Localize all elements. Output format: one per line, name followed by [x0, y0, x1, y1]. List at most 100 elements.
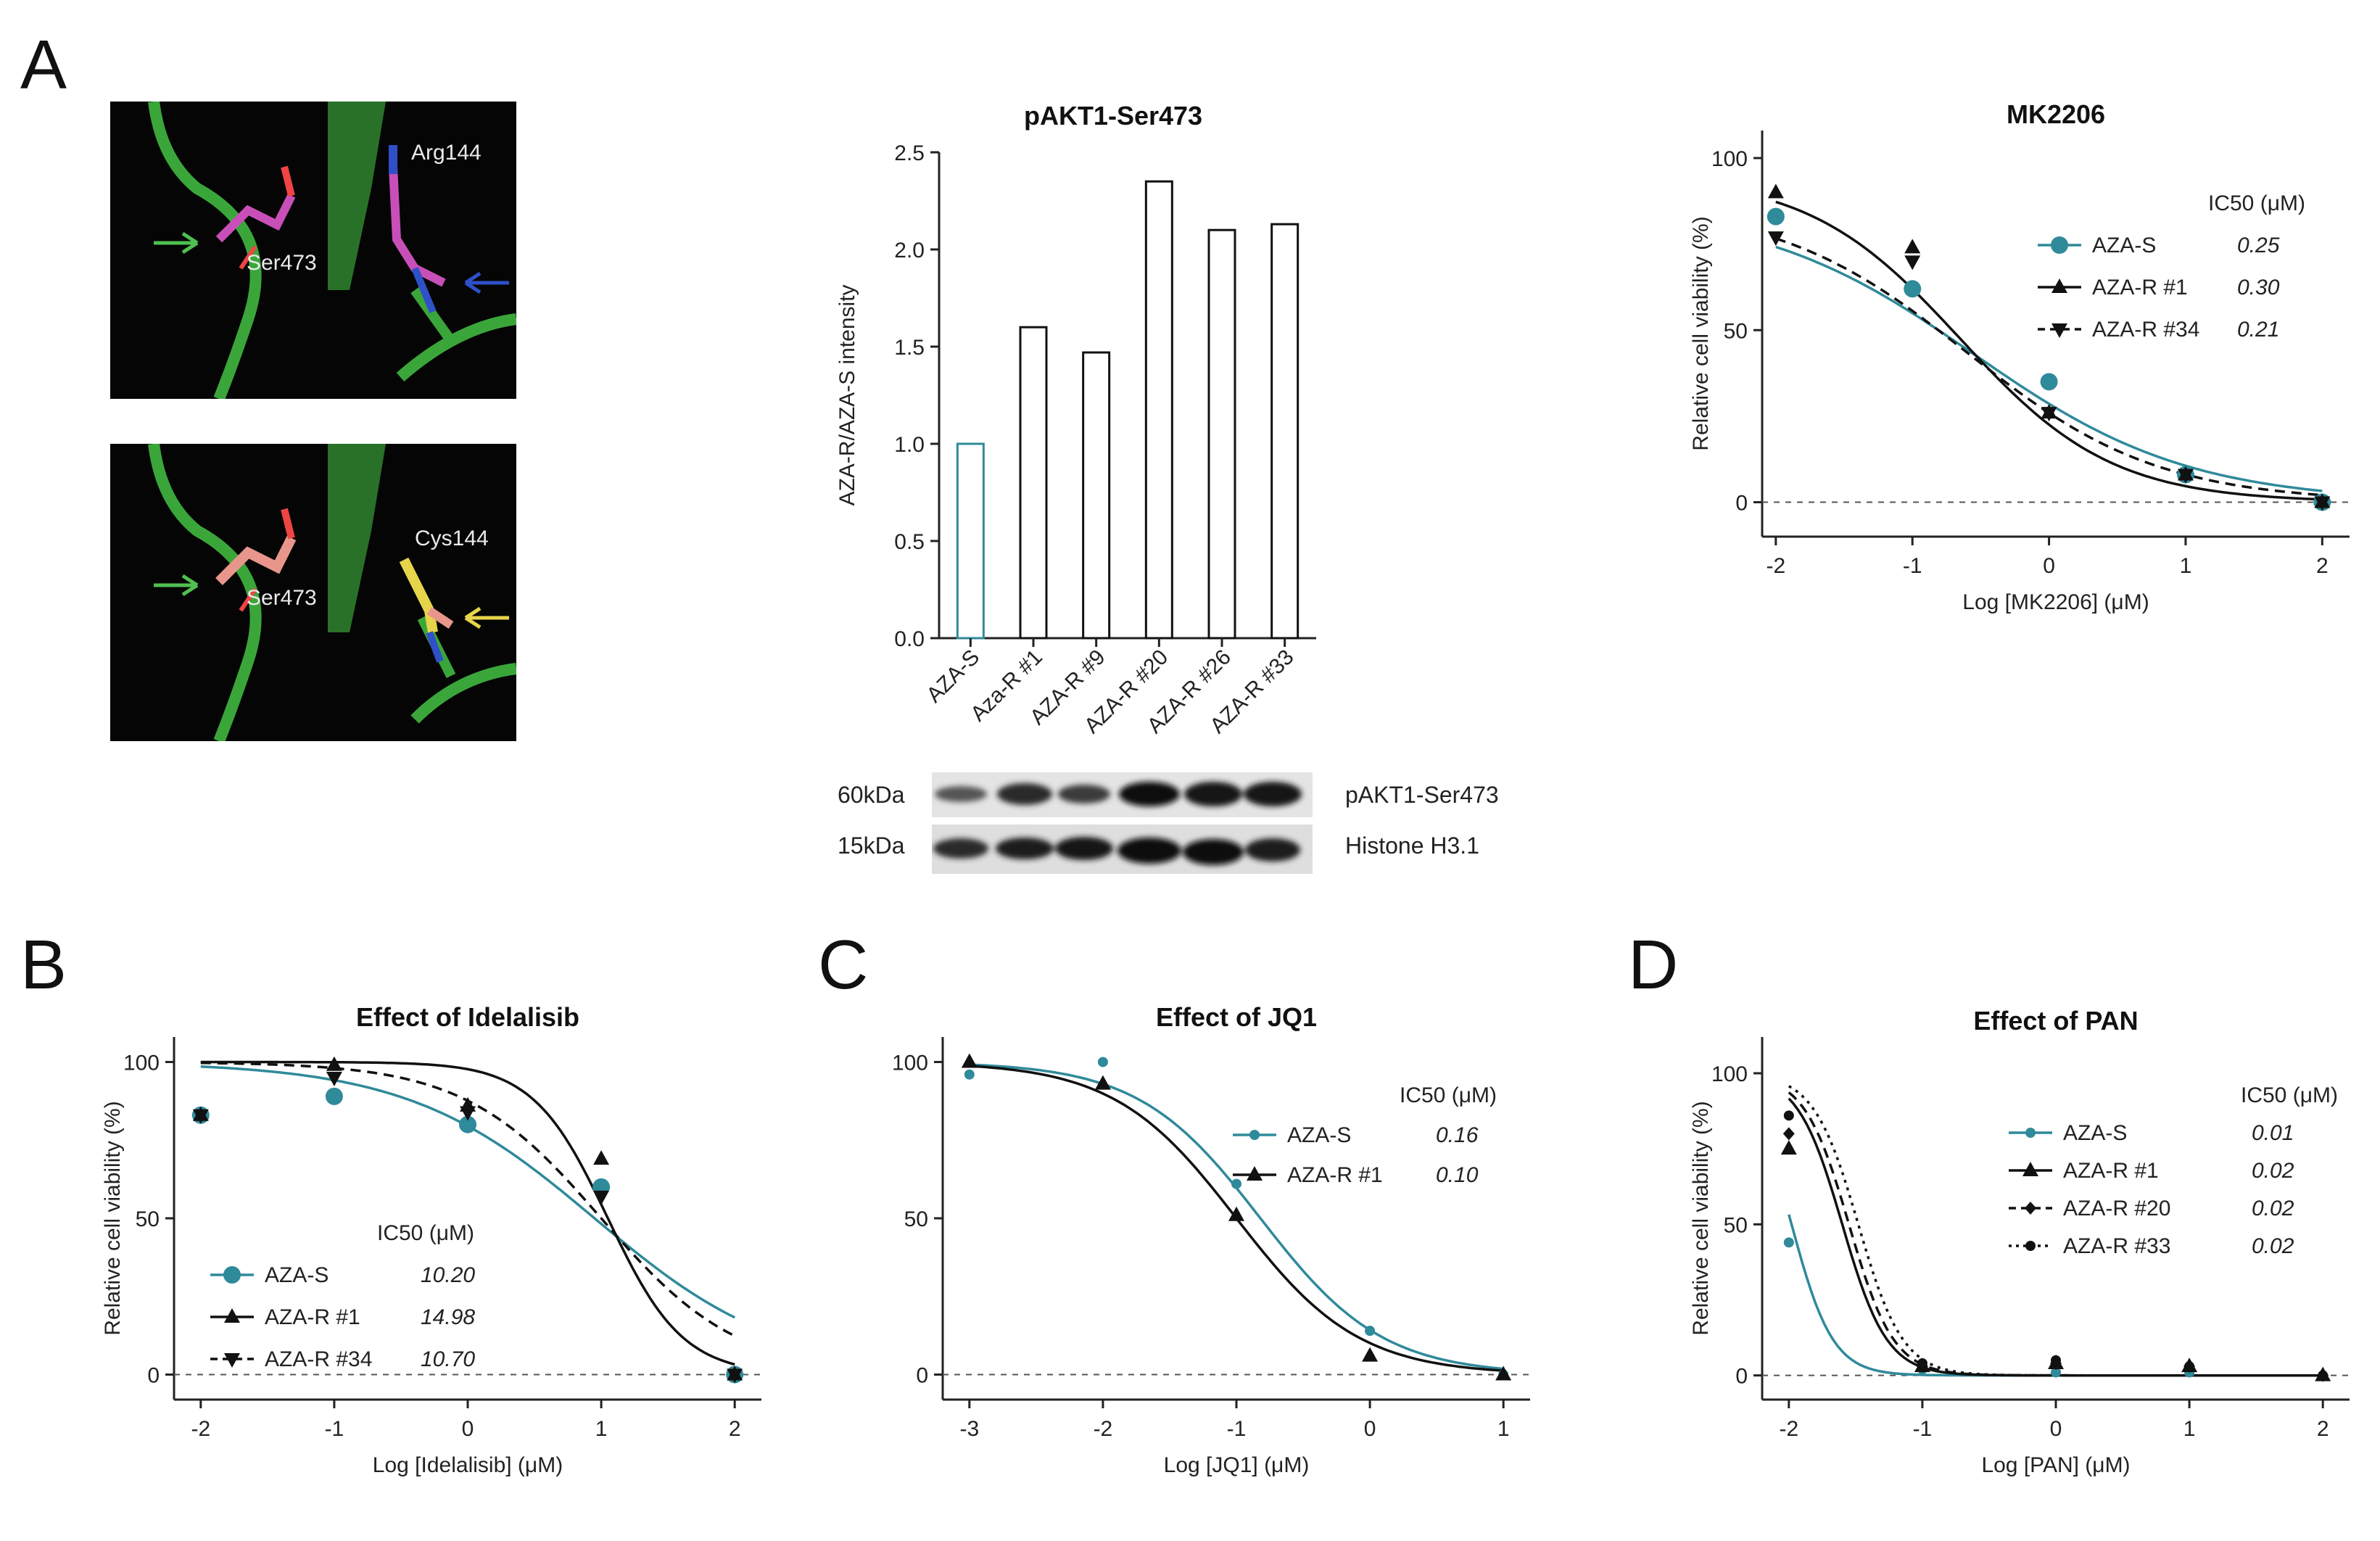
data-point-aza-r-34	[727, 1368, 743, 1384]
legend-marker-aza-s	[1249, 1130, 1260, 1140]
panel-letter-b: B	[20, 926, 67, 1004]
legend-label-aza-s: AZA-S	[1287, 1123, 1351, 1147]
legend-header: IC50 (μM)	[1400, 1083, 1497, 1107]
legend-marker-aza-r-1	[2051, 278, 2067, 293]
x-tick-label-aza-s: AZA-S	[922, 645, 984, 708]
bar-aza-s	[956, 442, 985, 640]
legend-ic50-aza-r-1: 0.10	[1436, 1163, 1479, 1187]
x-tick-label: -2	[1094, 1417, 1113, 1441]
data-point-aza-s	[1097, 1057, 1108, 1067]
legend-marker-aza-r-33	[2025, 1241, 2036, 1251]
data-point-aza-r-34	[2314, 496, 2331, 511]
data-point-aza-r-34	[192, 1109, 209, 1124]
data-point-aza-r-1	[961, 1053, 978, 1068]
y-axis-label: Relative cell viability (%)	[101, 1101, 125, 1335]
data-point-aza-s	[1365, 1326, 1376, 1337]
fit-curve-aza-r-20	[1788, 1091, 2323, 1377]
x-tick-label: -1	[1913, 1417, 1933, 1441]
legend-ic50-aza-r-34: 10.70	[421, 1347, 475, 1371]
x-tick-label: 2	[2317, 1417, 2329, 1441]
chart-title: Effect of Idelalisib	[356, 1002, 579, 1032]
y-tick-label: 50	[904, 1207, 928, 1231]
legend-label-aza-r-34: AZA-R #34	[265, 1347, 372, 1371]
residue-label-ser473: Ser473	[247, 251, 317, 275]
legend-label-aza-r-20: AZA-R #20	[2063, 1197, 2170, 1220]
data-point-aza-s	[1783, 1237, 1794, 1248]
fit-curve-aza-s	[1788, 1214, 2323, 1377]
y-tick-label: 1.0	[894, 433, 925, 457]
y-tick-label: 0	[916, 1364, 928, 1388]
y-tick-label: 2.0	[894, 239, 925, 263]
y-tick-label: 100	[1711, 147, 1748, 171]
pan-dose-response-chart: Effect of PAN 0 50 100 -2 -1 0 1 2 Log [PAN] (μM)…	[1689, 1006, 2350, 1477]
y-tick-label: 50	[136, 1207, 160, 1231]
blot-mw-60kda: 60kDa	[838, 782, 905, 808]
residue-label-ser473-bottom: Ser473	[247, 586, 317, 610]
panel-letter-d: D	[1628, 926, 1679, 1004]
legend-label-aza-s: AZA-S	[2063, 1121, 2127, 1145]
bar-aza-r-1	[1019, 326, 1048, 640]
x-tick-label: -2	[1779, 1417, 1798, 1441]
structure-image-arg144: Ser473 Arg144	[110, 102, 516, 399]
data-point-aza-s	[964, 1069, 975, 1080]
y-tick-label: 50	[1724, 1213, 1748, 1237]
x-tick-label: 0	[2050, 1417, 2062, 1441]
legend-ic50-aza-r-1: 14.98	[421, 1305, 475, 1329]
y-tick-label: 0	[147, 1364, 160, 1388]
jq1-dose-response-chart: Effect of JQ1 0 50 100 -3 -2 -1 0 1 Log [JQ1] (μM…	[892, 1002, 1530, 1477]
residue-label-cys144: Cys144	[415, 526, 489, 550]
mk2206-dose-response-chart: MK2206 0 50 100 -2 -1 0 1 2 Log [MK2206] (μM) Rela…	[1689, 99, 2350, 614]
residue-label-arg144: Arg144	[411, 141, 482, 165]
y-tick-label: 0	[1735, 492, 1748, 516]
data-point-aza-r-34	[460, 1106, 476, 1121]
data-point-aza-r-1	[1495, 1366, 1512, 1381]
x-axis-label: Log [Idelalisib] (μM)	[373, 1453, 563, 1477]
data-point-aza-r-1	[1767, 183, 1784, 199]
x-tick-label: 1	[595, 1417, 608, 1441]
legend-marker-aza-r-34	[224, 1353, 240, 1368]
bar-aza-r-33	[1270, 223, 1300, 640]
data-point-aza-s	[1767, 207, 1785, 226]
data-point-aza-r-1	[1780, 1140, 1797, 1155]
fit-curve-aza-r-33	[1788, 1085, 2323, 1377]
x-tick-label: 1	[1497, 1417, 1510, 1441]
x-tick-label: -1	[1903, 554, 1922, 578]
y-tick-label: 0	[1735, 1365, 1748, 1389]
x-tick-label: 1	[2180, 554, 2192, 578]
data-point-aza-s	[2051, 1367, 2061, 1378]
data-point-aza-r-1	[593, 1150, 610, 1165]
legend-ic50-aza-r-34: 0.21	[2237, 318, 2279, 342]
chart-title: pAKT1-Ser473	[1024, 101, 1202, 131]
chart-title: MK2206	[2007, 99, 2105, 129]
legend-marker-aza-r-1	[1247, 1166, 1263, 1181]
data-point-aza-r-34	[593, 1190, 610, 1205]
data-point-aza-s	[325, 1087, 343, 1105]
panel-letter-a: A	[20, 26, 67, 104]
structure-arg144-svg: Ser473 Arg144	[148, 102, 516, 399]
y-tick-label: 1.5	[894, 336, 925, 360]
chart-title: Effect of PAN	[1973, 1006, 2138, 1036]
legend-marker-aza-r-20	[2025, 1202, 2036, 1215]
legend-header: IC50 (μM)	[2208, 191, 2305, 215]
data-point-aza-r-1	[1094, 1075, 1111, 1090]
y-axis-label: Relative cell viability (%)	[1689, 1101, 1713, 1335]
legend-ic50-aza-r-1: 0.30	[2237, 276, 2280, 299]
bar-aza-r-20	[1144, 180, 1173, 640]
structure-cys144-svg: Ser473 Cys144	[148, 444, 516, 741]
x-tick-label: 0	[2043, 554, 2055, 578]
y-tick-label: 50	[1724, 319, 1748, 343]
legend-marker-aza-s	[2051, 236, 2068, 254]
blot-mw-15kda: 15kDa	[838, 833, 905, 859]
x-tick-label: 2	[729, 1417, 741, 1441]
x-axis-label: Log [JQ1] (μM)	[1164, 1453, 1310, 1477]
structure-image-cys144: Ser473 Cys144	[110, 444, 516, 741]
data-point-aza-r-33	[2318, 1370, 2329, 1381]
data-point-aza-r-1	[326, 1056, 342, 1071]
legend-header: IC50 (μM)	[377, 1221, 474, 1245]
legend-label-aza-r-1: AZA-R #1	[2063, 1159, 2159, 1183]
x-tick-label: 0	[462, 1417, 474, 1441]
data-point-aza-r-34	[1904, 255, 1921, 270]
blot-protein-pakt1: pAKT1-Ser473	[1345, 782, 1499, 808]
fit-curve-aza-r-1	[1788, 1097, 2323, 1377]
y-tick-label: 100	[123, 1051, 160, 1075]
